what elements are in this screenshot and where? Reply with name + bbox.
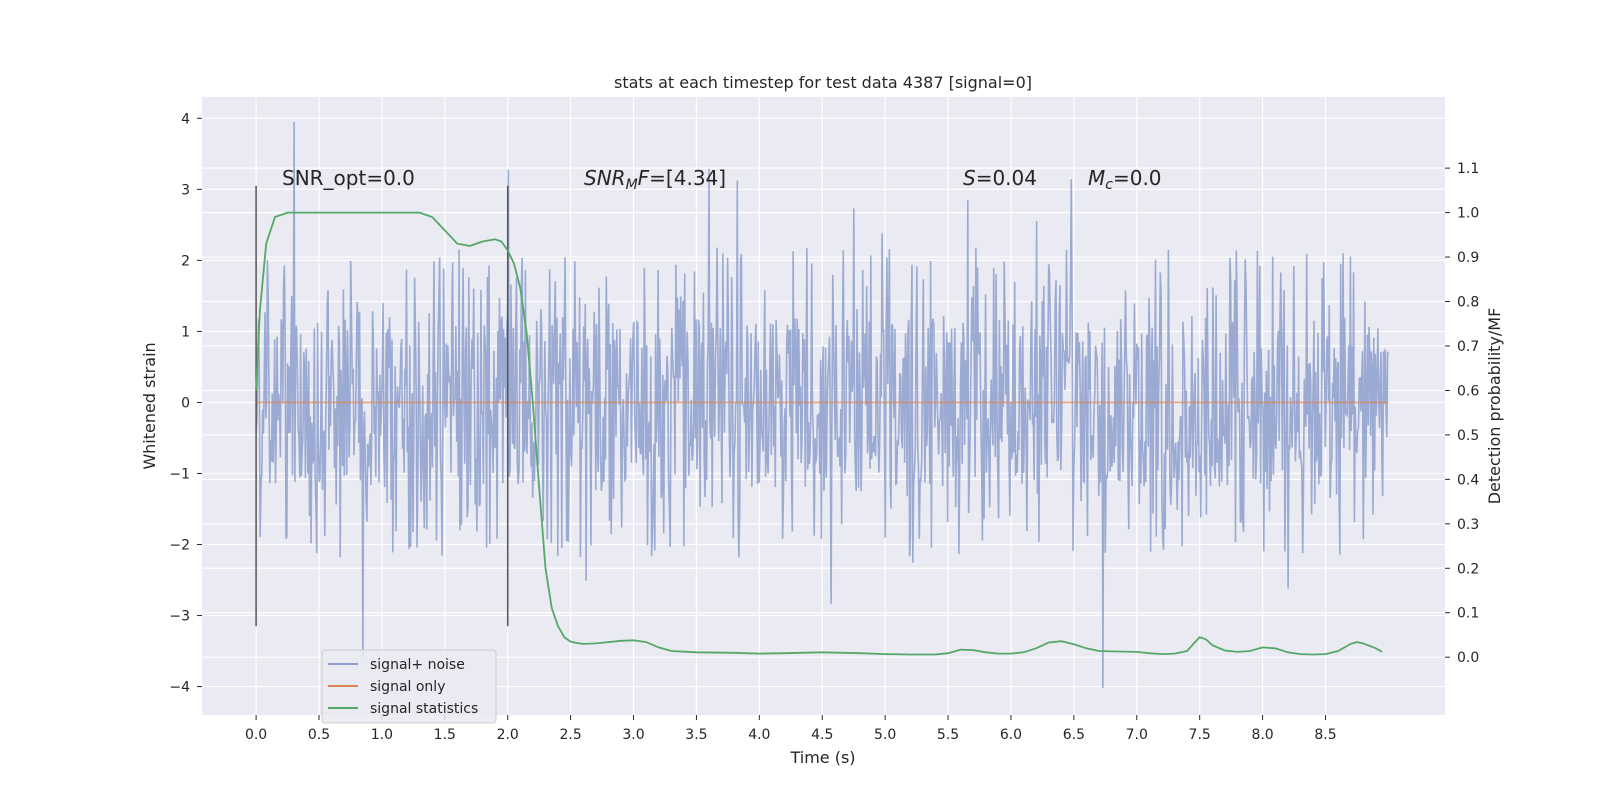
signal-plus-noise-series [255,121,1390,689]
y2-axis-ticks: 1.1 1.0 0.9 0.8 0.7 0.6 0.5 0.4 0.3 0.2 0.1 0.0 [1445,161,1479,666]
x-tick-label: 1.5 [434,727,456,743]
y2-tick-label: 1.0 [1457,206,1479,222]
y2-tick-label: 0.6 [1457,383,1479,399]
signal-statistics-series [255,211,1383,656]
legend-label-noise: signal+ noise [370,657,465,673]
y-tick-label: −4 [169,680,190,696]
chart-title: stats at each timestep for test data 438… [614,73,1032,92]
legend-label-stats: signal statistics [370,701,478,717]
y-tick-label: −1 [169,466,190,482]
y2-tick-label: 0.3 [1457,517,1479,533]
y2-tick-label: 1.1 [1457,161,1479,177]
annotation-snr-opt: SNR_opt=0.0 [282,166,415,190]
x-tick-label: 2.0 [497,727,519,743]
y-axis-label: Whitened strain [140,342,159,469]
legend-box [321,649,497,724]
x-tick-label: 4.0 [748,727,770,743]
x-tick-label: 7.5 [1189,727,1211,743]
y-tick-label: −3 [169,609,190,625]
vertical-markers [255,185,509,627]
y2-tick-label: 0.4 [1457,472,1479,488]
y2-axis-label: Detection probability/MF [1485,308,1504,505]
annotation-mc: Mc=0.0 [1088,166,1162,193]
y-tick-label: 3 [181,182,190,198]
x-tick-label: 2.5 [559,727,581,743]
y-tick-label: 2 [181,253,190,269]
noise-trace [255,121,1390,689]
y-tick-label: −2 [169,538,190,554]
y2-tick-label: 0.0 [1457,650,1479,666]
annotation-s-value: =0.04 [976,166,1037,190]
y2-tick-label: 0.9 [1457,250,1479,266]
x-tick-label: 4.5 [811,727,833,743]
x-tick-label: 1.0 [371,727,393,743]
y-tick-label: 0 [181,395,190,411]
annotation-s: S=0.04 [963,166,1037,190]
y2-tick-label: 0.1 [1457,606,1479,622]
x-tick-label: 8.5 [1314,727,1336,743]
y-axis-ticks: 4 3 2 1 0 −1 −2 −3 −4 [169,111,202,696]
y2-tick-label: 0.8 [1457,295,1479,311]
x-tick-label: 8.0 [1251,727,1273,743]
y2-tick-label: 0.7 [1457,339,1479,355]
x-tick-label: 6.5 [1063,727,1085,743]
legend: signal+ noise signal only signal statist… [321,649,497,724]
x-tick-label: 5.5 [937,727,959,743]
legend-label-signal: signal only [370,679,445,695]
x-tick-label: 0.5 [308,727,330,743]
x-tick-label: 3.0 [622,727,644,743]
annotation-snr-mf: SNRMF=[4.34] [584,166,726,193]
y2-tick-label: 0.5 [1457,428,1479,444]
y2-tick-label: 0.2 [1457,561,1479,577]
x-tick-label: 6.0 [1000,727,1022,743]
annotation-snr-mf-value: =[4.34] [649,166,726,190]
y-tick-label: 1 [181,324,190,340]
x-axis-label: Time (s) [789,748,855,767]
x-axis-ticks: 0.0 0.5 1.0 1.5 2.0 2.5 3.0 3.5 4.0 4.5 5.0 5.5 6.0 6… [245,715,1337,743]
x-tick-label: 7.0 [1126,727,1148,743]
x-tick-label: 5.0 [874,727,896,743]
y-tick-label: 4 [181,111,190,127]
x-tick-label: 3.5 [685,727,707,743]
annotation-mc-value: =0.0 [1113,166,1162,190]
x-tick-label: 0.0 [245,727,267,743]
